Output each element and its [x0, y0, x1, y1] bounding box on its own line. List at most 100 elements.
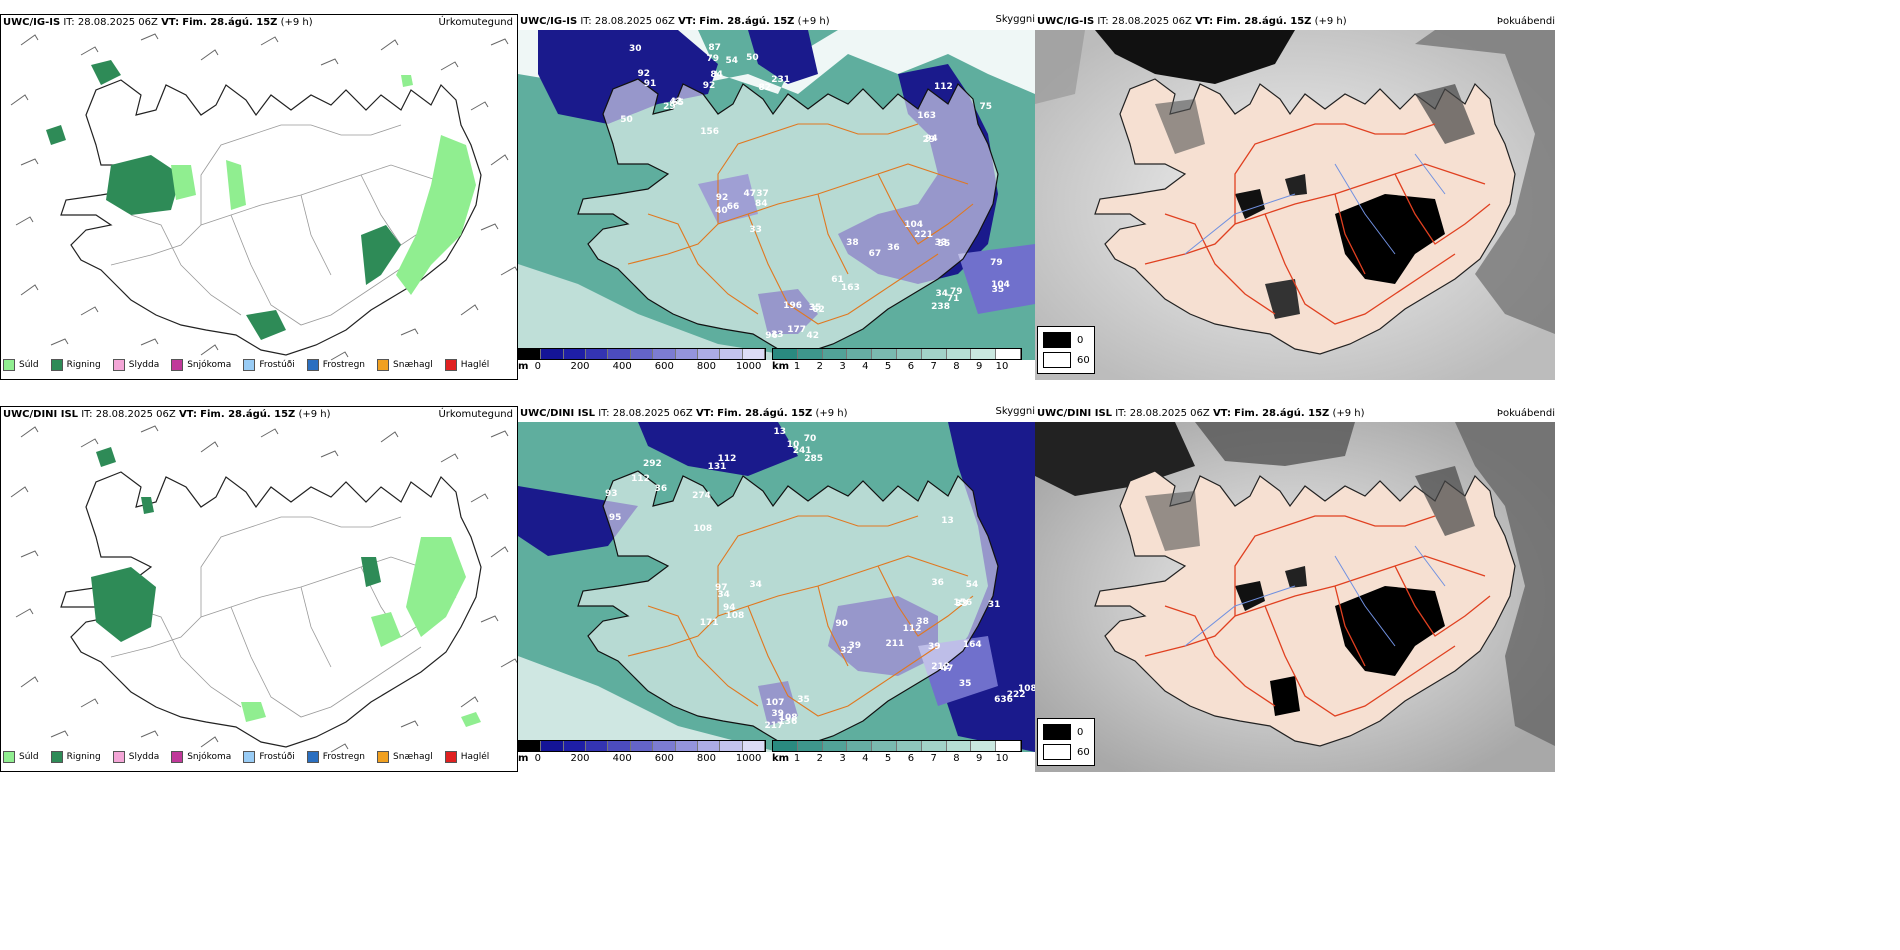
colorbar-tick: 7 [930, 753, 937, 764]
colorbar-tick: 3 [839, 361, 846, 372]
cloud-base-value: 104 [904, 219, 924, 230]
colorbar-cell [921, 349, 947, 359]
colorbar-cell [720, 349, 743, 359]
colorbar-tick: 2 [816, 361, 823, 372]
cloud-base-value: 217 [764, 721, 784, 732]
cloud-base-value: 39 [771, 709, 784, 720]
panel-header: UWC/IG-IS IT: 28.08.2025 06Z VT: Fim. 28… [520, 16, 830, 27]
cloudbase-colorbar: 0 200 400 600 800 1000 m [518, 740, 766, 766]
colorbar-cell [896, 741, 922, 751]
colorbar-tick: 9 [976, 361, 983, 372]
legend-item: Súld [3, 359, 39, 371]
panel-title: Skyggni [995, 14, 1035, 25]
cloud-base-value: 211 [885, 639, 905, 650]
model-name: UWC/DINI ISL [3, 409, 79, 420]
cloud-base-value: 164 [962, 640, 982, 651]
cloud-base-value: 107 [765, 698, 785, 709]
colorbar-cell [872, 349, 897, 359]
legend-label: Snjókoma [187, 752, 232, 762]
cloud-base-value: 31 [987, 599, 1001, 610]
precip-legend: Súld Rigning Slydda Snjókoma Frostúði Frostre… [3, 751, 489, 763]
cloud-base-value: 13 [773, 426, 786, 437]
cloud-base-value: 13 [941, 516, 954, 527]
legend-item: Rigning [50, 751, 101, 763]
it-label: IT: [598, 408, 610, 419]
cloud-base-value: 54 [725, 55, 739, 66]
it-value: 28.08.2025 06Z [95, 409, 176, 420]
fog-map [1035, 30, 1555, 380]
colorbar-cell [630, 741, 654, 751]
legend-swatch [171, 751, 184, 763]
colorbar-cell [822, 349, 848, 359]
cloud-base-value: 112 [717, 453, 737, 464]
cloud-base-value: 66 [726, 201, 740, 212]
cloud-base-value: 30 [629, 44, 642, 55]
colorbar-cell [563, 741, 587, 751]
colorbar-cell [847, 741, 873, 751]
legend-label: Slydda [128, 752, 160, 762]
vt-value: Fim. 28.ágú. 15Z [1216, 16, 1312, 27]
colorbar-tick: 6 [907, 361, 915, 372]
visibility-map [518, 422, 1035, 752]
legend-item: Snjókoma [171, 751, 231, 763]
cloud-base-value: 97 [715, 583, 728, 594]
legend-item: Snjókoma [171, 359, 231, 371]
legend-swatch [444, 751, 457, 763]
cloud-base-value: 131 [707, 461, 727, 472]
panel-header: UWC/DINI ISL IT: 28.08.2025 06Z VT: Fim.… [3, 409, 331, 420]
colorbar-tick: 1000 [735, 753, 762, 764]
legend-swatch [444, 359, 457, 371]
colorbar-cell [563, 349, 587, 359]
cloud-base-value: 94 [925, 134, 938, 144]
colorbar-tick: 8 [953, 753, 960, 764]
cloud-base-value: 33 [749, 224, 762, 235]
legend-label: Snæhagl [393, 360, 433, 370]
cloud-base-value: 108 [693, 524, 713, 535]
legend-item: Slydda [112, 751, 160, 763]
cloud-base-value: 241 [792, 446, 812, 457]
visibility-unit: km [772, 753, 790, 764]
legend-item: Frostúði [243, 359, 295, 371]
visibility-map [518, 30, 1035, 360]
cloud-base-value: 171 [699, 617, 719, 628]
cloud-base-value: 91 [643, 79, 657, 90]
legend-swatch [171, 359, 184, 371]
colorbar-cell [653, 741, 676, 751]
panel-header: UWC/DINI ISL IT: 28.08.2025 06Z VT: Fim.… [520, 408, 848, 419]
colorbar-cell [586, 349, 609, 359]
legend-swatch [3, 751, 15, 763]
cloud-base-value: 35 [958, 679, 972, 690]
cloud-base-value: 42 [806, 330, 820, 341]
colorbar-tick: 9 [976, 753, 983, 764]
legend-item: Rigning [50, 359, 101, 371]
colorbar-cell [519, 349, 542, 359]
cloud-base-value: 79 [950, 286, 963, 297]
legend-swatch [306, 359, 319, 371]
cloud-base-value: 34 [749, 579, 762, 590]
cloud-base-value: 104 [991, 279, 1010, 290]
fog-panel-row1: UWC/IG-IS IT: 28.08.2025 06Z VT: Fim. 28… [1035, 14, 1555, 380]
vt-value: Fim. 28.ágú. 15Z [717, 408, 813, 419]
cloud-base-value: 62 [812, 304, 825, 315]
legend-label: Frostúði [259, 752, 295, 762]
fog-swatch-0 [1043, 332, 1071, 348]
legend-label: Slydda [128, 360, 160, 370]
it-label: IT: [1097, 16, 1109, 27]
visibility-panel-row1: UWC/IG-IS IT: 28.08.2025 06Z VT: Fim. 28… [518, 14, 1035, 380]
colorbar-cell [797, 349, 823, 359]
legend-label: Haglél [460, 360, 490, 370]
colorbar-tick: 600 [654, 361, 674, 372]
vt-label: VT: [178, 409, 197, 420]
legend-label: Frostregn [322, 752, 366, 762]
cloud-base-value: 79 [990, 257, 1003, 268]
cloudbase-unit: m [518, 361, 529, 372]
colorbar-tick: 8 [953, 361, 960, 372]
colorbar-cell [773, 349, 798, 359]
cloud-base-value: 75 [979, 101, 993, 112]
legend-swatch [50, 359, 63, 371]
legend-label: Súld [19, 752, 39, 762]
legend-item: Snæhagl [377, 751, 433, 763]
precip-type-panel-row1: UWC/IG-IS IT: 28.08.2025 06Z VT: Fim. 28… [0, 14, 518, 380]
cloud-base-value: 96 [765, 331, 778, 342]
vt-label: VT: [678, 16, 697, 27]
